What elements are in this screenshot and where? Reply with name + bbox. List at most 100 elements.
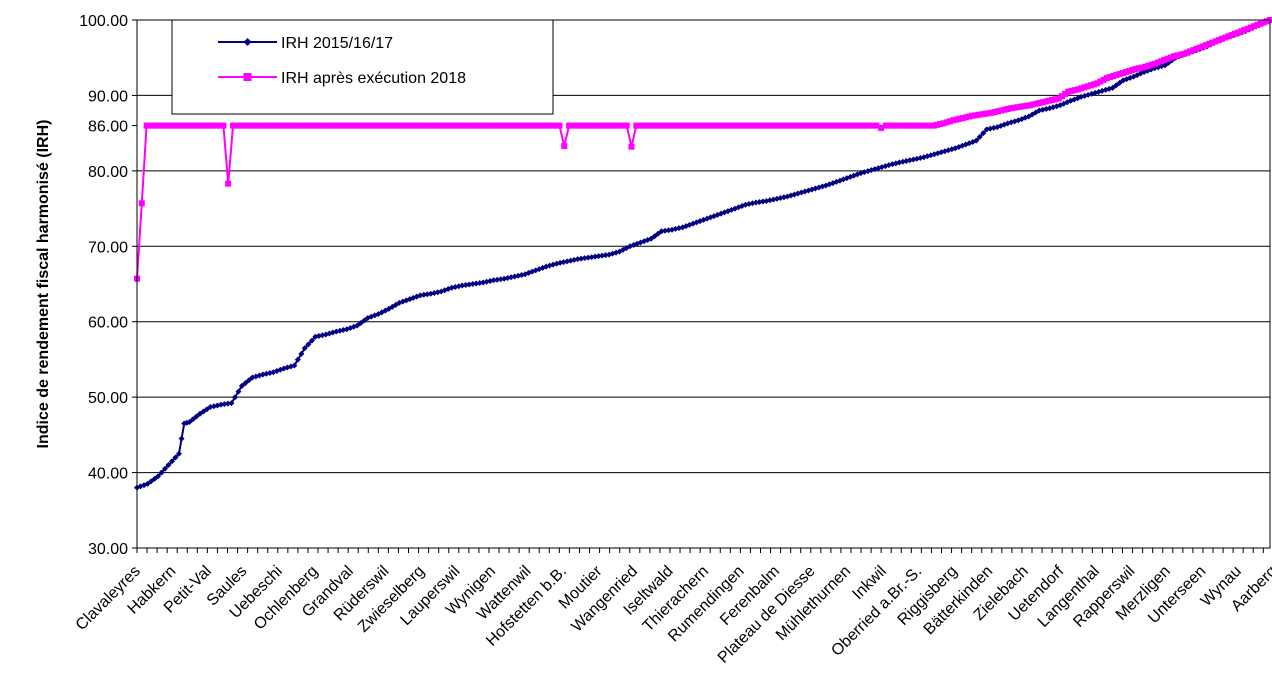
data-point: [882, 122, 889, 129]
data-point: [927, 122, 934, 129]
data-point: [1081, 84, 1088, 91]
y-tick-label: 60.00: [88, 315, 128, 332]
data-point: [599, 122, 606, 129]
data-point: [1212, 38, 1219, 45]
data-point: [655, 230, 662, 237]
data-point: [1244, 25, 1251, 32]
data-point: [428, 122, 435, 129]
data-point: [364, 122, 371, 129]
data-point: [789, 122, 796, 129]
data-point: [525, 122, 532, 129]
data-point: [676, 122, 683, 129]
data-point: [843, 122, 850, 129]
data-point: [1241, 27, 1248, 34]
data-point: [225, 180, 232, 187]
data-point: [414, 122, 421, 129]
data-point: [228, 400, 235, 407]
data-point: [593, 122, 600, 129]
data-point: [153, 122, 160, 129]
data-point: [759, 122, 766, 129]
data-point: [920, 122, 927, 129]
data-point: [763, 122, 770, 129]
data-point: [253, 122, 260, 129]
data-point: [779, 122, 786, 129]
data-point: [579, 122, 586, 129]
data-point: [980, 130, 987, 137]
data-point: [492, 122, 499, 129]
data-point: [733, 122, 740, 129]
data-point: [1257, 20, 1264, 27]
data-point: [404, 122, 411, 129]
data-point: [726, 122, 733, 129]
data-point: [749, 122, 756, 129]
data-point: [441, 122, 448, 129]
data-point: [693, 122, 700, 129]
data-point: [468, 122, 475, 129]
data-point: [498, 122, 505, 129]
data-point: [1119, 70, 1126, 77]
data-point: [686, 122, 693, 129]
data-point: [1202, 42, 1209, 49]
data-point: [305, 341, 312, 348]
data-point: [873, 122, 880, 129]
x-axis-ticks: ClavaleyresHabkernPetit-ValSaulesUebesch…: [73, 548, 1272, 667]
data-point: [553, 122, 560, 129]
data-point: [1247, 24, 1254, 31]
data-point: [1234, 29, 1241, 36]
data-point: [445, 122, 452, 129]
data-point: [648, 235, 655, 242]
data-point: [186, 419, 193, 426]
data-point: [976, 133, 983, 140]
data-point: [793, 122, 800, 129]
data-point: [1030, 101, 1037, 108]
data-point: [893, 122, 900, 129]
data-point: [283, 122, 290, 129]
data-point: [616, 122, 623, 129]
data-point: [207, 122, 214, 129]
data-point: [1180, 50, 1187, 57]
data-point: [998, 107, 1005, 114]
data-point: [357, 122, 364, 129]
data-point: [337, 122, 344, 129]
data-point: [482, 122, 489, 129]
data-point: [1254, 22, 1261, 29]
data-point: [1151, 60, 1158, 67]
data-point: [542, 122, 549, 129]
data-point: [166, 122, 173, 129]
data-point: [438, 122, 445, 129]
data-point: [910, 122, 917, 129]
data-point: [823, 122, 830, 129]
data-point: [371, 122, 378, 129]
data-point: [628, 143, 635, 150]
data-point: [1174, 52, 1181, 59]
data-point: [170, 122, 177, 129]
data-point: [623, 122, 630, 129]
data-point: [900, 122, 907, 129]
data-point: [769, 122, 776, 129]
data-point: [962, 114, 969, 121]
data-point: [1238, 28, 1245, 35]
data-point: [448, 122, 455, 129]
data-point: [703, 122, 710, 129]
data-point: [138, 200, 145, 207]
data-point: [856, 122, 863, 129]
data-point: [301, 345, 308, 352]
data-point: [937, 121, 944, 128]
data-point: [485, 122, 492, 129]
data-point: [826, 122, 833, 129]
data-point: [1116, 79, 1123, 86]
data-point: [1250, 23, 1257, 30]
data-point: [190, 122, 197, 129]
data-point: [144, 480, 151, 487]
data-point: [431, 122, 438, 129]
data-point: [636, 122, 643, 129]
data-point: [569, 122, 576, 129]
data-point: [796, 122, 803, 129]
data-point: [303, 122, 310, 129]
data-point: [620, 122, 627, 129]
data-point: [381, 122, 388, 129]
data-point: [592, 253, 599, 260]
data-point: [1106, 74, 1113, 81]
data-point: [1052, 96, 1059, 103]
data-point: [394, 122, 401, 129]
